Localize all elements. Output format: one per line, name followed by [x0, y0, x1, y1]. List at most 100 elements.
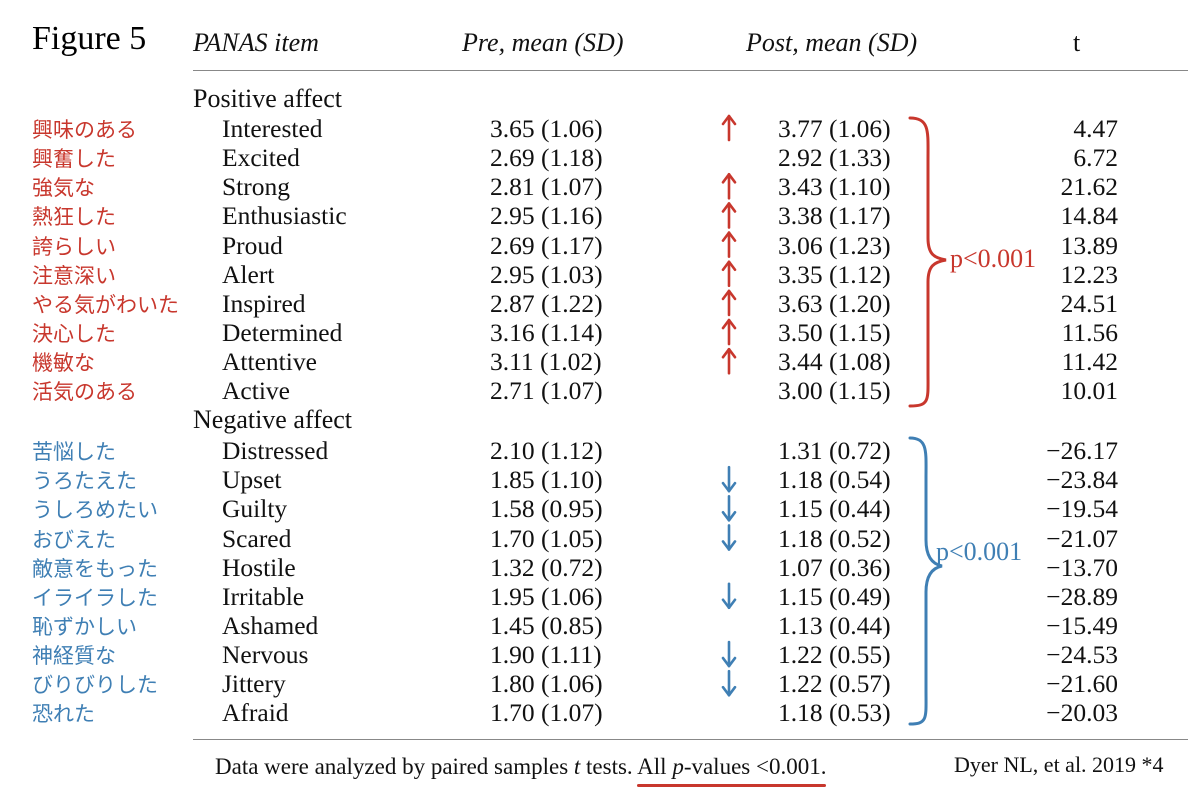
pre-mean-sd: 1.70 (1.07): [490, 698, 603, 728]
t-value: −21.60: [1046, 669, 1118, 699]
pre-mean-sd: 2.95 (1.16): [490, 201, 603, 231]
t-value: −19.54: [1046, 494, 1118, 524]
table-row: おびえた Scared 1.70 (1.05) 1.18 (0.52) −21.07: [0, 524, 1200, 553]
t-value: −26.17: [1046, 436, 1118, 465]
arrow-up-icon: [721, 289, 737, 317]
brace-positive: [908, 116, 947, 408]
footnote-middle: tests.: [580, 754, 638, 779]
pre-mean-sd: 1.90 (1.11): [490, 640, 602, 669]
item-japanese: 強気な: [32, 176, 95, 201]
table-row: 興奮した Excited 2.69 (1.18) 2.92 (1.33) 6.72: [0, 143, 1200, 172]
item-japanese: 誇らしい: [32, 234, 116, 259]
item-japanese: 神経質な: [32, 644, 116, 668]
item-english: Enthusiastic: [222, 201, 347, 231]
pvalue-negative: p<0.001: [936, 537, 1023, 566]
arrow-up-icon: [721, 260, 737, 288]
pre-mean-sd: 1.95 (1.06): [490, 581, 603, 611]
item-english: Excited: [222, 143, 300, 173]
item-japanese: 決心した: [32, 322, 116, 346]
arrow-down-icon: [721, 582, 737, 610]
brace-negative: [908, 436, 943, 726]
arrow-down-icon: [721, 669, 737, 697]
pre-mean-sd: 2.69 (1.18): [490, 143, 603, 173]
t-value: −20.03: [1046, 698, 1118, 728]
item-japanese: イライラした: [32, 585, 158, 610]
item-japanese: 活気のある: [32, 380, 137, 405]
arrow-down-icon: [721, 524, 737, 551]
footnote-p-symbol: p: [672, 754, 684, 779]
item-english: Guilty: [222, 494, 288, 524]
post-mean-sd: 3.35 (1.12): [778, 259, 891, 289]
footnote-prefix: Data were analyzed by paired samples: [215, 754, 574, 779]
pre-mean-sd: 2.69 (1.17): [490, 230, 603, 260]
item-japanese: びりびりした: [32, 673, 158, 698]
table-row: 注意深い Alert 2.95 (1.03) 3.35 (1.12) 12.23: [0, 260, 1200, 289]
section-label-negative: Negative affect: [193, 405, 353, 434]
header-panas-item: PANAS item: [193, 28, 319, 57]
footnote-hl-prefix: All: [637, 754, 673, 779]
post-mean-sd: 1.18 (0.53): [778, 698, 891, 728]
footnote-t-symbol: t: [573, 754, 581, 779]
item-english: Jittery: [222, 669, 286, 699]
item-english: Irritable: [222, 581, 305, 611]
arrow-up-icon: [721, 231, 737, 258]
item-japanese: うしろめたい: [32, 498, 158, 523]
table-row: 熱狂した Enthusiastic 2.95 (1.16) 3.38 (1.17) 14…: [0, 201, 1200, 230]
item-english: Ashamed: [222, 610, 319, 640]
table-top-rule: [193, 70, 1188, 71]
pre-mean-sd: 3.65 (1.06): [490, 114, 603, 143]
item-japanese: おびえた: [32, 527, 116, 552]
t-value: −15.49: [1046, 610, 1118, 640]
t-value: 24.51: [1060, 288, 1118, 318]
table-row: 機敏な Attentive 3.11 (1.02) 3.44 (1.08) 11.42: [0, 347, 1200, 376]
pre-mean-sd: 1.58 (0.95): [490, 494, 603, 524]
pre-mean-sd: 1.70 (1.05): [490, 523, 603, 553]
table-row: うしろめたい Guilty 1.58 (0.95) 1.15 (0.44) −19.54: [0, 494, 1200, 523]
post-mean-sd: 3.63 (1.20): [778, 288, 891, 318]
item-japanese: うろたえた: [32, 469, 137, 494]
pre-mean-sd: 2.95 (1.03): [490, 259, 603, 289]
post-mean-sd: 1.15 (0.44): [778, 494, 891, 524]
pre-mean-sd: 1.80 (1.06): [490, 669, 603, 699]
item-japanese: 注意深い: [32, 263, 116, 288]
table-bottom-rule: [193, 739, 1188, 740]
post-mean-sd: 3.44 (1.08): [778, 347, 891, 377]
arrow-up-icon: [721, 318, 737, 346]
item-english: Proud: [222, 230, 283, 260]
pre-mean-sd: 3.16 (1.14): [490, 318, 603, 347]
post-mean-sd: 1.22 (0.55): [778, 640, 891, 669]
post-mean-sd: 1.22 (0.57): [778, 669, 891, 699]
post-mean-sd: 2.92 (1.33): [778, 143, 891, 173]
arrow-up-icon: [721, 202, 737, 229]
post-mean-sd: 3.50 (1.15): [778, 318, 891, 347]
item-japanese: 機敏な: [32, 351, 95, 376]
footnote-underline: [637, 784, 827, 787]
post-mean-sd: 3.06 (1.23): [778, 230, 891, 260]
t-value: 13.89: [1060, 230, 1118, 260]
arrow-up-icon: [721, 173, 737, 200]
t-value: 14.84: [1060, 201, 1118, 231]
arrow-down-icon: [721, 494, 737, 522]
header-t: t: [1073, 28, 1081, 57]
t-value: 21.62: [1060, 172, 1118, 202]
item-japanese: 恥ずかしい: [32, 614, 137, 639]
item-english: Strong: [222, 172, 291, 202]
item-japanese: 恐れた: [32, 702, 95, 727]
item-english: Active: [222, 376, 290, 406]
pre-mean-sd: 1.85 (1.10): [490, 465, 603, 495]
post-mean-sd: 1.13 (0.44): [778, 610, 891, 640]
pre-mean-sd: 2.81 (1.07): [490, 172, 603, 202]
item-english: Attentive: [222, 347, 317, 377]
pre-mean-sd: 3.11 (1.02): [490, 347, 602, 377]
item-japanese: 興味のある: [32, 118, 137, 142]
item-english: Inspired: [222, 288, 306, 318]
pre-mean-sd: 2.10 (1.12): [490, 436, 603, 465]
table-row: 恥ずかしい Ashamed 1.45 (0.85) 1.13 (0.44) −15.49: [0, 611, 1200, 640]
item-english: Nervous: [222, 640, 309, 669]
table-row: イライラした Irritable 1.95 (1.06) 1.15 (0.49) −28…: [0, 582, 1200, 611]
pvalue-positive: p<0.001: [950, 244, 1037, 273]
post-mean-sd: 1.07 (0.36): [778, 552, 891, 582]
citation: Dyer NL, et al. 2019 *4: [954, 752, 1164, 777]
